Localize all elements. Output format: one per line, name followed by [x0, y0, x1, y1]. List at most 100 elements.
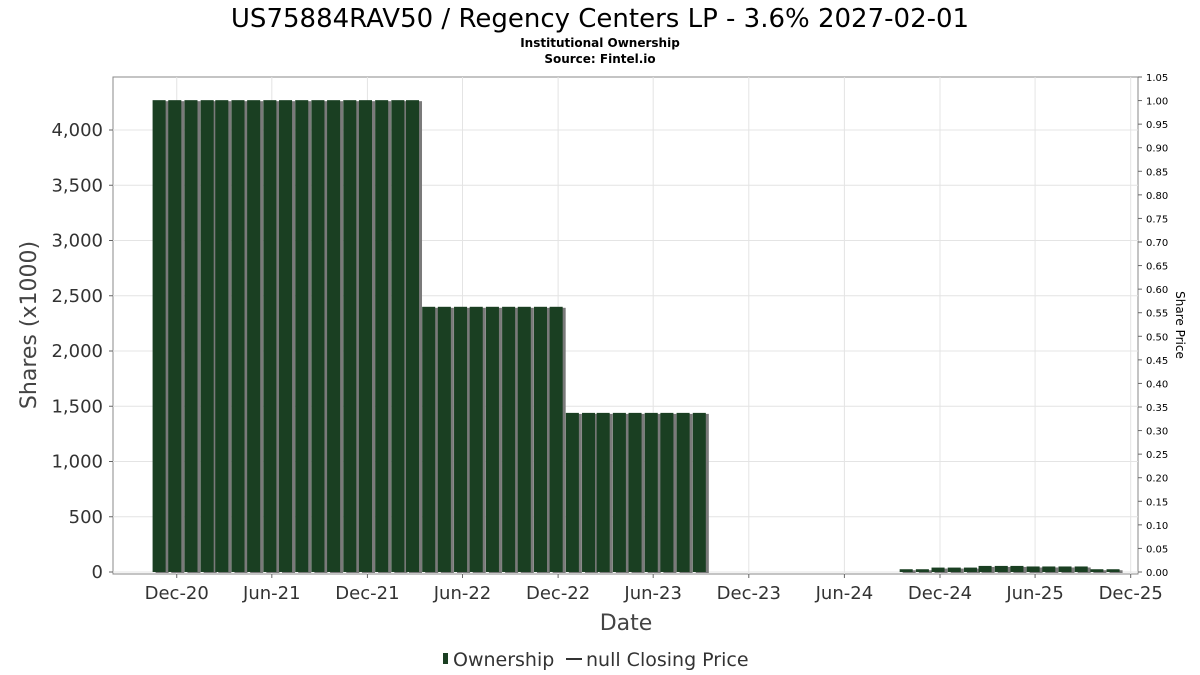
bar	[391, 100, 405, 572]
x-tick-label: Dec-22	[526, 583, 590, 604]
y-tick-label: 3,500	[51, 175, 103, 196]
y2-tick-label: 0.90	[1146, 144, 1168, 155]
bar	[549, 306, 563, 572]
bar	[582, 412, 596, 572]
bar	[263, 100, 277, 572]
x-tick-label: Dec-21	[335, 583, 399, 604]
bar	[469, 306, 483, 572]
bar	[454, 306, 468, 572]
bar	[184, 100, 198, 572]
bar	[596, 412, 610, 572]
y-tick-label: 1,500	[51, 396, 103, 417]
bar	[612, 412, 626, 572]
y2-tick-label: 0.80	[1146, 191, 1168, 202]
legend-swatch-ownership	[443, 653, 448, 664]
y-tick-label: 500	[69, 507, 103, 528]
x-tick-label: Jun-23	[623, 583, 682, 604]
y-axis-label: Shares (x1000)	[17, 241, 42, 409]
bar	[215, 100, 229, 572]
bar	[200, 100, 214, 572]
y-axis-right: 0.00 0.05 0.10 0.15 0.20 0.25 0.30 0.35 0.40 0.45…	[1138, 73, 1168, 579]
y-tick-label: 3,000	[51, 231, 103, 252]
y2-tick-label: 0.75	[1146, 214, 1168, 225]
bar	[1090, 569, 1104, 572]
x-tick-label: Jun-25	[1005, 583, 1064, 604]
bar	[533, 306, 548, 572]
bar	[437, 306, 451, 572]
chart-subtitle: Institutional Ownership	[520, 36, 680, 50]
y2-tick-label: 0.45	[1146, 356, 1168, 367]
y2-tick-label: 1.05	[1146, 73, 1168, 84]
legend: Ownership null Closing Price	[443, 649, 749, 671]
bar	[676, 412, 690, 572]
bar	[994, 565, 1008, 572]
bar	[1010, 565, 1024, 572]
y-tick-label: 2,500	[51, 286, 103, 307]
y-tick-label: 4,000	[51, 120, 103, 141]
y2-tick-label: 1.00	[1146, 97, 1168, 108]
bar	[502, 306, 516, 572]
x-axis-label: Date	[600, 611, 653, 636]
y2-tick-label: 0.55	[1146, 309, 1168, 320]
y2-tick-label: 0.30	[1146, 427, 1168, 438]
bar	[231, 100, 245, 572]
bar	[168, 100, 182, 572]
bar	[644, 412, 658, 572]
bar	[692, 412, 706, 572]
y2-tick-label: 0.40	[1146, 379, 1168, 390]
bar	[660, 412, 674, 572]
y2-tick-label: 0.65	[1146, 262, 1168, 273]
bar	[1042, 566, 1056, 572]
y2-tick-label: 0.05	[1146, 544, 1168, 555]
legend-label-ownership: Ownership	[453, 649, 554, 671]
y2-tick-label: 0.85	[1146, 167, 1168, 178]
bar	[358, 100, 372, 572]
bar	[628, 412, 642, 572]
x-axis: Dec-20 Jun-21 Dec-21 Jun-22 Dec-22 Jun-23 Dec-…	[145, 574, 1163, 604]
bar	[485, 306, 499, 572]
legend-label-closing-price: null Closing Price	[586, 649, 749, 671]
bar	[1026, 566, 1040, 572]
y-tick-label: 2,000	[51, 341, 103, 362]
y2-tick-label: 0.95	[1146, 120, 1168, 131]
bar	[517, 306, 531, 572]
bar	[405, 100, 420, 572]
bar	[931, 567, 945, 572]
x-tick-label: Dec-23	[717, 583, 781, 604]
bar	[915, 569, 929, 572]
bar-series-ownership	[152, 100, 1123, 573]
chart-title: US75884RAV50 / Regency Centers LP - 3.6%…	[231, 4, 969, 34]
bar	[295, 100, 309, 572]
chart-source: Source: Fintel.io	[544, 52, 655, 66]
bar	[375, 100, 389, 572]
bar	[963, 567, 977, 572]
bar	[1058, 566, 1072, 572]
bar	[279, 100, 293, 572]
y2-tick-label: 0.70	[1146, 238, 1168, 249]
y-tick-label: 1,000	[51, 452, 103, 473]
bar	[152, 100, 166, 572]
bar	[327, 100, 341, 572]
x-tick-label: Jun-21	[242, 583, 301, 604]
x-tick-label: Jun-24	[815, 583, 874, 604]
x-tick-label: Dec-25	[1099, 583, 1163, 604]
bar	[899, 569, 913, 572]
bar	[311, 100, 325, 572]
y2-axis-label: Share Price	[1173, 291, 1187, 359]
y2-tick-label: 0.25	[1146, 450, 1168, 461]
y2-tick-label: 0.60	[1146, 285, 1168, 296]
bar	[565, 412, 579, 572]
y2-tick-label: 0.50	[1146, 332, 1168, 343]
bar	[1074, 566, 1088, 572]
bar	[422, 306, 436, 572]
y2-tick-label: 0.00	[1146, 568, 1168, 579]
y2-tick-label: 0.15	[1146, 497, 1168, 508]
x-tick-label: Dec-24	[908, 583, 972, 604]
y-tick-label: 0	[92, 562, 103, 583]
y2-tick-label: 0.10	[1146, 521, 1168, 532]
x-tick-label: Dec-20	[145, 583, 209, 604]
x-tick-label: Jun-22	[433, 583, 492, 604]
bar	[343, 100, 357, 572]
bar	[247, 100, 261, 572]
